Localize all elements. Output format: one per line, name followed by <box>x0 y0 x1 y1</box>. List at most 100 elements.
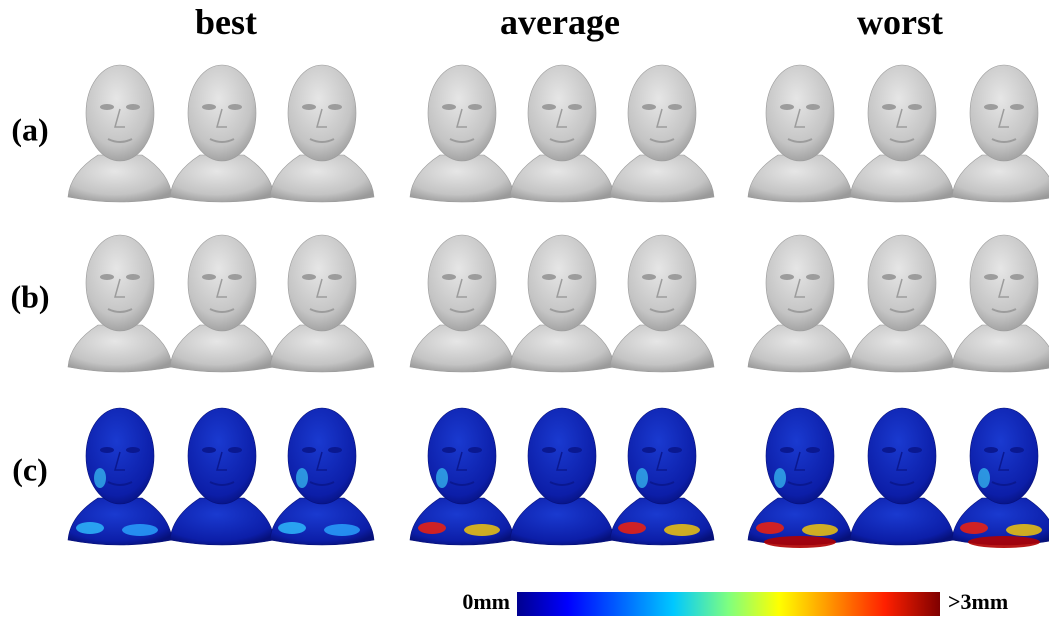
eye <box>984 274 998 280</box>
shoulders <box>850 498 954 545</box>
head <box>428 235 496 331</box>
eye <box>780 274 794 280</box>
head <box>528 408 596 504</box>
shoulders <box>410 325 514 372</box>
head <box>868 65 936 161</box>
eye <box>468 104 482 110</box>
eye <box>328 447 342 453</box>
head <box>528 65 596 161</box>
shoulders <box>952 155 1049 202</box>
face-render <box>850 65 954 202</box>
head <box>628 65 696 161</box>
face-render <box>610 65 714 202</box>
eye <box>442 274 456 280</box>
face-render <box>952 408 1049 548</box>
eye <box>908 104 922 110</box>
head <box>528 235 596 331</box>
error-spot <box>464 524 500 536</box>
error-spot <box>436 468 448 488</box>
head <box>628 408 696 504</box>
row-label: (a) <box>11 111 48 147</box>
face-render <box>68 408 172 545</box>
eye <box>542 104 556 110</box>
face-render <box>170 235 274 372</box>
eye <box>228 447 242 453</box>
colorbar-min-label: 0mm <box>462 589 510 614</box>
head <box>86 65 154 161</box>
shoulders <box>270 498 374 545</box>
eye <box>468 447 482 453</box>
error-spot <box>324 524 360 536</box>
face-render <box>850 235 954 372</box>
face-render <box>610 408 714 545</box>
eye <box>100 447 114 453</box>
face-render <box>270 408 374 545</box>
head <box>970 235 1038 331</box>
eye <box>568 447 582 453</box>
shoulders <box>510 498 614 545</box>
shoulders <box>748 325 852 372</box>
shoulders <box>68 498 172 545</box>
head <box>188 408 256 504</box>
error-spot <box>418 522 446 534</box>
eye <box>442 447 456 453</box>
head <box>188 65 256 161</box>
head <box>188 235 256 331</box>
face-render <box>270 235 374 372</box>
head <box>766 65 834 161</box>
error-spot <box>960 522 988 534</box>
eye <box>228 104 242 110</box>
eye <box>984 104 998 110</box>
eye <box>442 104 456 110</box>
head <box>868 408 936 504</box>
error-spot <box>802 524 838 536</box>
eye <box>100 274 114 280</box>
shoulders <box>270 155 374 202</box>
colorbar-max-label: >3mm <box>948 589 1008 614</box>
eye <box>202 274 216 280</box>
face-render <box>510 408 614 545</box>
eye <box>542 447 556 453</box>
error-spot <box>664 524 700 536</box>
eye <box>780 104 794 110</box>
head <box>766 408 834 504</box>
eye <box>984 447 998 453</box>
eye <box>228 274 242 280</box>
error-spot <box>296 468 308 488</box>
shoulders <box>410 498 514 545</box>
head <box>628 235 696 331</box>
face-render <box>952 235 1049 372</box>
eye <box>908 447 922 453</box>
error-spot <box>968 536 1040 548</box>
head <box>428 65 496 161</box>
eye <box>806 447 820 453</box>
error-spot <box>278 522 306 534</box>
shoulders <box>410 155 514 202</box>
error-spot <box>122 524 158 536</box>
eye <box>882 447 896 453</box>
face-render <box>510 235 614 372</box>
eye <box>202 104 216 110</box>
row-label: (b) <box>10 278 49 314</box>
error-spot <box>76 522 104 534</box>
face-render <box>170 65 274 202</box>
error-spot <box>756 522 784 534</box>
error-spot <box>94 468 106 488</box>
shoulders <box>850 155 954 202</box>
face-render <box>952 65 1049 202</box>
eye <box>1010 104 1024 110</box>
eye <box>806 104 820 110</box>
shoulders <box>68 155 172 202</box>
eye <box>302 274 316 280</box>
eye <box>642 274 656 280</box>
shoulders <box>952 325 1049 372</box>
head <box>288 65 356 161</box>
eye <box>668 447 682 453</box>
eye <box>1010 447 1024 453</box>
error-spot <box>1006 524 1042 536</box>
error-spot <box>764 536 836 548</box>
head <box>766 235 834 331</box>
eye <box>302 104 316 110</box>
column-header: best <box>195 2 257 42</box>
face-render <box>850 408 954 545</box>
